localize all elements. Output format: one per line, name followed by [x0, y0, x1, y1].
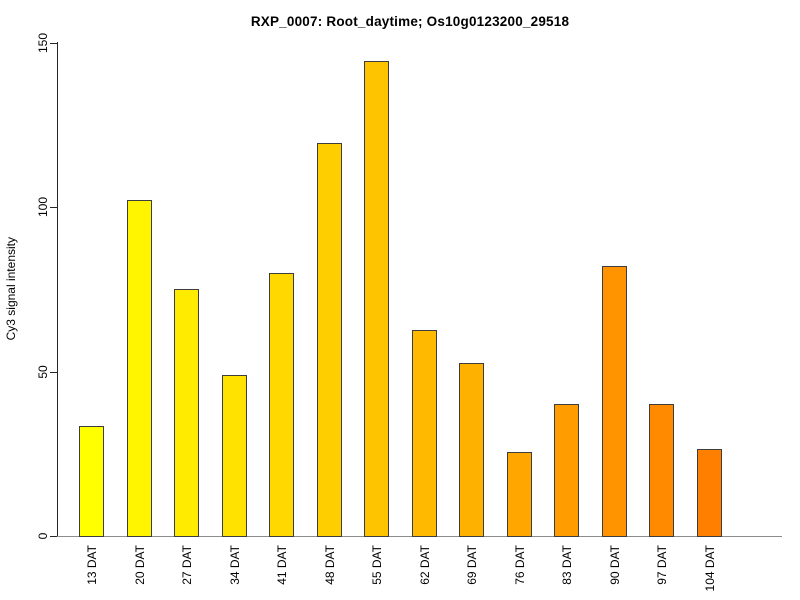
- y-axis-label-container: Cy3 signal intensity: [4, 0, 18, 578]
- x-tick-label: 48 DAT: [322, 545, 337, 585]
- bar-20-dat: [127, 200, 152, 537]
- bar-55-dat: [364, 61, 389, 537]
- y-tick-mark: [50, 536, 57, 537]
- y-tick-label: 100: [36, 196, 50, 218]
- y-tick-label: 0: [36, 532, 50, 540]
- y-axis-label: Cy3 signal intensity: [4, 237, 18, 341]
- x-tick-label: 90 DAT: [607, 545, 622, 585]
- x-tick-label: 104 DAT: [702, 545, 717, 592]
- y-tick-mark: [50, 372, 57, 373]
- bar-69-dat: [459, 363, 484, 537]
- x-tick-label: 27 DAT: [179, 545, 194, 585]
- x-tick-label: 41 DAT: [274, 545, 289, 585]
- bar-13-dat: [79, 426, 104, 537]
- bar-34-dat: [222, 375, 247, 537]
- x-tick-label: 62 DAT: [417, 545, 432, 585]
- bar-48-dat: [317, 143, 342, 537]
- bar-97-dat: [649, 404, 674, 537]
- x-tick-label: 76 DAT: [512, 545, 527, 585]
- y-tick-label: 150: [36, 32, 50, 54]
- x-tick-label: 20 DAT: [132, 545, 147, 585]
- x-tick-label: 55 DAT: [369, 545, 384, 585]
- y-axis-line: [57, 42, 58, 537]
- y-tick-mark: [50, 43, 57, 44]
- x-tick-label: 97 DAT: [654, 545, 669, 585]
- bar-83-dat: [554, 404, 579, 537]
- chart-title: RXP_0007: Root_daytime; Os10g0123200_295…: [250, 14, 570, 29]
- x-tick-label: 34 DAT: [227, 545, 242, 585]
- bar-41-dat: [269, 273, 294, 537]
- x-tick-label: 13 DAT: [84, 545, 99, 585]
- y-tick-mark: [50, 207, 57, 208]
- bar-76-dat: [507, 452, 532, 537]
- y-tick-label: 50: [36, 365, 50, 379]
- bar-27-dat: [174, 289, 199, 537]
- bar-62-dat: [412, 330, 437, 537]
- x-tick-label: 83 DAT: [559, 545, 574, 585]
- bar-104-dat: [697, 449, 722, 537]
- bar-90-dat: [602, 266, 627, 537]
- x-tick-label: 69 DAT: [464, 545, 479, 585]
